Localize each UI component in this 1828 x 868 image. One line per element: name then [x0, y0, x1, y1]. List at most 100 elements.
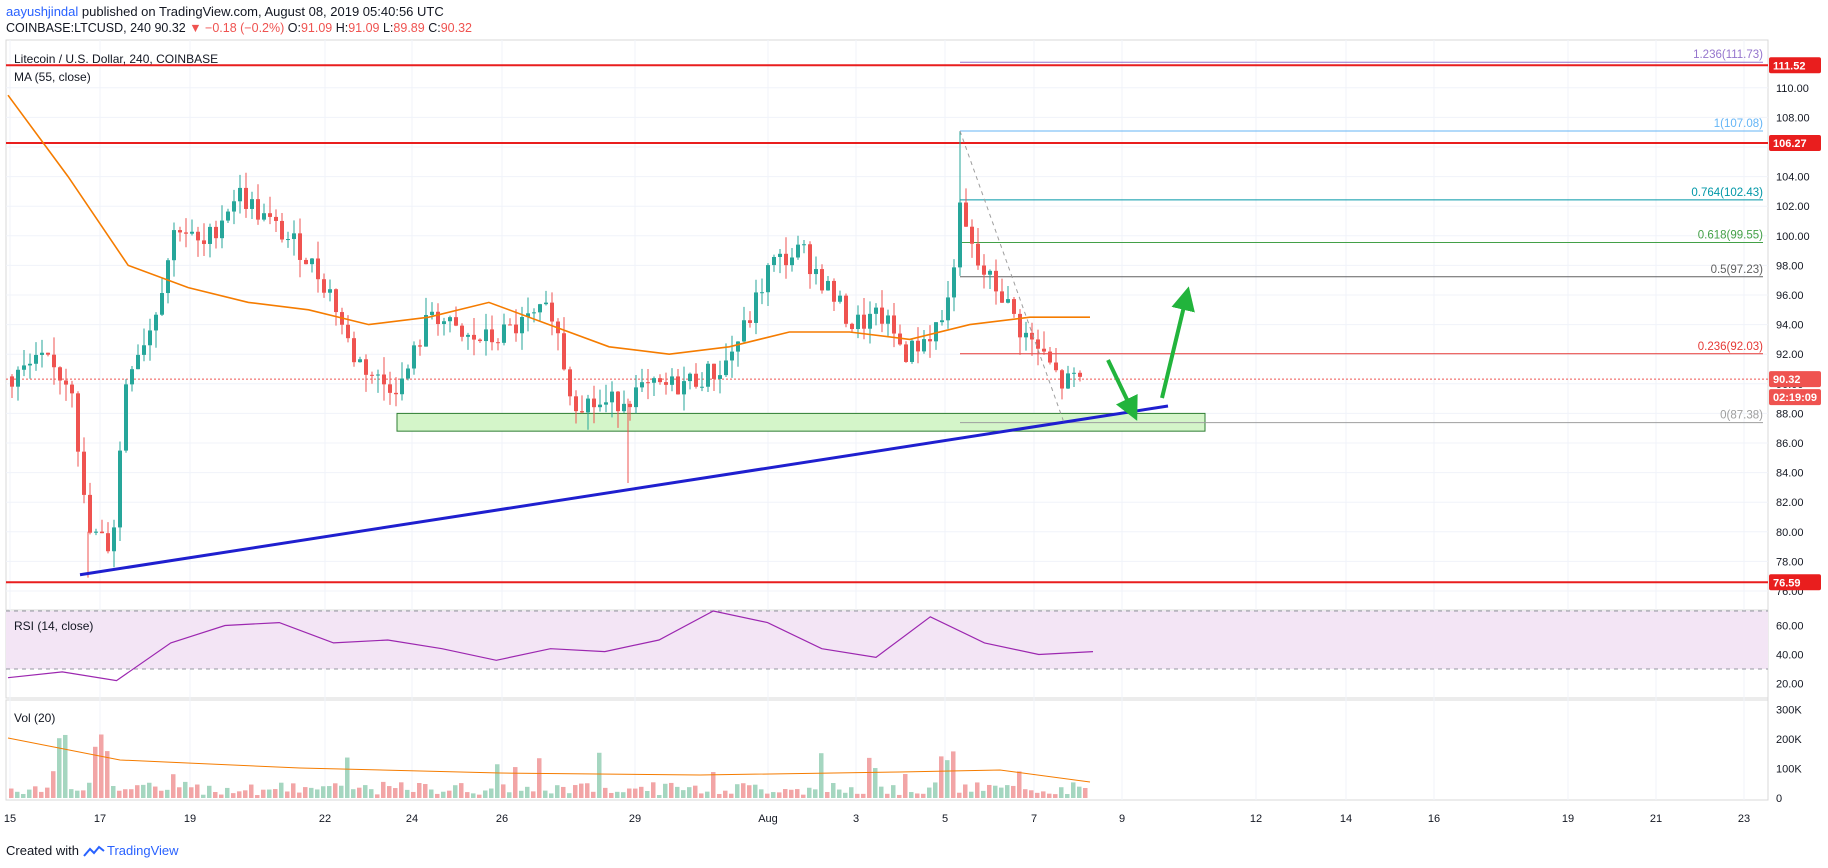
candle-body [352, 338, 356, 363]
candle-body [388, 384, 392, 393]
candle-body [124, 384, 128, 451]
levels-layer: 1.236(111.73) 1(107.08) 0.764(102.43) 0.618… [6, 49, 1768, 584]
candle-body [634, 387, 638, 408]
volume-bar [303, 787, 308, 798]
candle-body [1078, 372, 1082, 377]
symbol-label: COINBASE:LTCUSD, 240 [6, 21, 151, 35]
candle-body [220, 220, 224, 239]
candle-body [226, 211, 230, 221]
ma-legend: MA (55, close) [14, 70, 91, 84]
volume-bar [141, 784, 146, 798]
candle-body [880, 307, 884, 324]
symbol-ohlc-header: COINBASE:LTCUSD, 240 90.32 ▼ −0.18 (−0.2… [6, 21, 472, 35]
candle-body [766, 265, 770, 293]
candle-body [184, 232, 188, 234]
price-tick-label: 108.00 [1776, 112, 1810, 124]
candle-body [286, 239, 290, 241]
time-tick-label: 21 [1650, 813, 1662, 825]
volume-bar [891, 785, 896, 798]
volume-bar [621, 792, 626, 798]
candle-body [772, 256, 776, 266]
fib-level-label: 0.764(102.43) [1691, 187, 1763, 199]
price-tick-label: 102.00 [1776, 201, 1810, 213]
volume-bar [525, 786, 530, 798]
volume-bar [195, 784, 200, 798]
candle-body [190, 231, 194, 234]
volume-bar [831, 783, 836, 798]
candle-body [814, 269, 818, 275]
candle-body [1018, 313, 1022, 338]
price-tag-label: 106.27 [1773, 138, 1807, 150]
candle-body [598, 404, 602, 408]
candle-body [400, 378, 404, 395]
volume-bar [879, 786, 884, 798]
candle-body [832, 280, 836, 302]
author-link[interactable]: aayushjindal [6, 4, 79, 19]
volume-bar [597, 752, 602, 798]
price-tag-label: 02:19:09 [1773, 392, 1817, 404]
volume-bar [471, 793, 476, 798]
price-tick-label: 104.00 [1776, 172, 1810, 184]
candle-body [934, 322, 938, 342]
volume-bar [477, 794, 482, 798]
candle-body [946, 297, 950, 321]
volume-bar [465, 792, 470, 798]
candle-body [610, 391, 614, 403]
volume-bar [159, 790, 164, 798]
volume-bar [507, 792, 512, 798]
volume-bar [789, 789, 794, 798]
volume-bar [915, 793, 920, 798]
candle-body [250, 199, 254, 209]
volume-bar [1023, 789, 1028, 798]
candle-body [274, 216, 278, 221]
volume-bar [1011, 785, 1016, 798]
volume-bar [963, 784, 968, 798]
candle-body [1060, 370, 1064, 389]
volume-bar [363, 785, 368, 798]
volume-bar [165, 789, 170, 798]
open-label: O: [287, 21, 301, 35]
volume-bar [729, 793, 734, 798]
volume-bar [615, 791, 620, 798]
price-change: ▼ −0.18 (−0.2%) [189, 21, 285, 35]
candle-body [154, 314, 158, 331]
candle-body [166, 260, 170, 294]
candle-body [322, 279, 326, 293]
candle-body [34, 354, 38, 364]
volume-bar [1083, 787, 1088, 798]
volume-bar [279, 782, 284, 798]
candle-body [16, 369, 20, 387]
price-tick-label: 100.00 [1776, 231, 1810, 243]
volume-bar [105, 751, 110, 798]
tradingview-link[interactable]: TradingView [83, 843, 179, 858]
volume-bar [687, 787, 692, 798]
candle-body [586, 398, 590, 413]
volume-bar [921, 793, 926, 798]
volume-pane[interactable] [5, 699, 1769, 801]
volume-bar [51, 771, 56, 798]
candle-body [478, 339, 482, 342]
fib-anchor-line [959, 130, 1065, 423]
candle-body [940, 320, 944, 323]
candle-body [1054, 362, 1058, 371]
volume-bar [735, 784, 740, 798]
volume-bar [675, 786, 680, 798]
candle-body [442, 321, 446, 325]
volume-bar [177, 787, 182, 798]
volume-bar [453, 785, 458, 798]
volume-bar [87, 782, 92, 798]
volume-bar [783, 789, 788, 798]
candle-body [394, 392, 398, 395]
candle-body [916, 340, 920, 352]
volume-tick-label: 200K [1776, 734, 1802, 746]
volume-bar [537, 758, 542, 798]
time-tick-label: 19 [1562, 813, 1574, 825]
candle-body [964, 202, 968, 227]
volume-bar [447, 790, 452, 798]
candle-body [214, 226, 218, 239]
time-tick-label: 19 [184, 813, 196, 825]
volume-bar [609, 792, 614, 798]
volume-bar [837, 789, 842, 798]
candle-body [562, 333, 566, 370]
